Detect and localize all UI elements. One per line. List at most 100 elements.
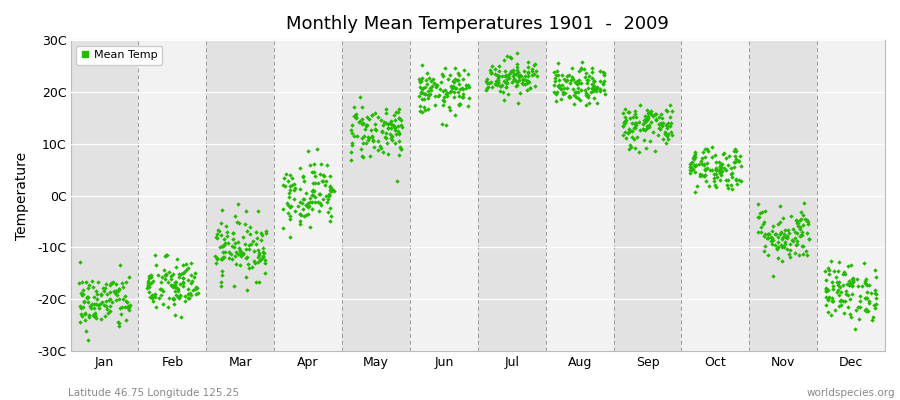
Point — [234, 253, 248, 260]
Point — [211, 256, 225, 263]
Point — [299, 190, 313, 196]
Point — [428, 92, 442, 99]
Point — [640, 116, 654, 123]
Point — [456, 76, 471, 82]
Point — [104, 280, 118, 286]
Point — [571, 89, 585, 95]
Point — [562, 80, 577, 86]
Point — [447, 76, 462, 82]
Point — [652, 124, 667, 131]
Point — [412, 103, 427, 109]
Point — [521, 68, 535, 75]
Point — [257, 257, 272, 263]
Point — [344, 157, 358, 164]
Point — [299, 202, 313, 208]
Point — [550, 89, 564, 95]
Point — [497, 57, 511, 64]
Point — [832, 278, 846, 285]
Point — [371, 138, 385, 144]
Point — [455, 90, 470, 97]
Point — [829, 274, 843, 280]
Point — [582, 72, 597, 79]
Point — [653, 126, 668, 132]
Point — [172, 270, 186, 277]
Point — [520, 80, 535, 86]
Point — [729, 181, 743, 188]
Point — [516, 81, 530, 88]
Point — [283, 172, 297, 178]
Point — [789, 220, 804, 226]
Point — [73, 259, 87, 266]
Point — [726, 148, 741, 154]
Point — [593, 78, 608, 84]
Point — [356, 154, 370, 160]
Point — [297, 213, 311, 220]
Point — [688, 150, 703, 157]
Point — [242, 265, 256, 271]
Point — [383, 118, 398, 125]
Point — [355, 153, 369, 160]
Point — [562, 94, 576, 101]
Point — [144, 271, 158, 278]
Point — [796, 212, 810, 218]
Point — [355, 146, 369, 152]
Point — [492, 68, 507, 74]
Point — [638, 118, 652, 125]
Point — [789, 218, 804, 224]
Point — [793, 233, 807, 240]
Point — [843, 280, 858, 286]
Point — [284, 202, 299, 209]
Point — [411, 76, 426, 82]
Point — [625, 134, 639, 140]
Point — [118, 304, 132, 310]
Point — [760, 231, 775, 237]
Point — [215, 243, 230, 250]
Point — [184, 280, 198, 286]
Point — [662, 102, 677, 108]
Point — [572, 95, 586, 101]
Point — [310, 146, 324, 152]
Point — [359, 122, 374, 128]
Point — [649, 111, 663, 117]
Point — [686, 165, 700, 172]
Point — [108, 289, 122, 295]
Point — [322, 193, 337, 199]
Point — [238, 241, 252, 248]
Point — [430, 81, 445, 88]
Point — [299, 202, 313, 208]
Point — [707, 178, 722, 184]
Point — [190, 285, 204, 292]
Point — [528, 68, 543, 74]
Point — [81, 285, 95, 292]
Point — [292, 198, 307, 205]
Point — [775, 258, 789, 264]
Point — [248, 260, 262, 266]
Point — [191, 290, 205, 297]
Point — [158, 276, 172, 282]
Point — [775, 244, 789, 250]
Point — [616, 123, 630, 129]
Point — [593, 88, 608, 94]
Point — [448, 85, 463, 91]
Bar — [274, 40, 342, 351]
Point — [346, 130, 360, 136]
Point — [557, 76, 572, 82]
Point — [824, 298, 839, 304]
Point — [628, 122, 643, 128]
Point — [598, 87, 612, 94]
Point — [842, 282, 857, 288]
Point — [320, 162, 335, 168]
Point — [185, 286, 200, 293]
Point — [412, 79, 427, 85]
Point — [452, 93, 466, 99]
Point — [728, 156, 742, 162]
Point — [793, 216, 807, 223]
Point — [818, 288, 832, 294]
Point — [567, 92, 581, 98]
Point — [72, 280, 86, 286]
Point — [146, 277, 160, 284]
Point — [583, 89, 598, 95]
Point — [418, 91, 432, 97]
Point — [220, 228, 235, 235]
Point — [384, 135, 399, 141]
